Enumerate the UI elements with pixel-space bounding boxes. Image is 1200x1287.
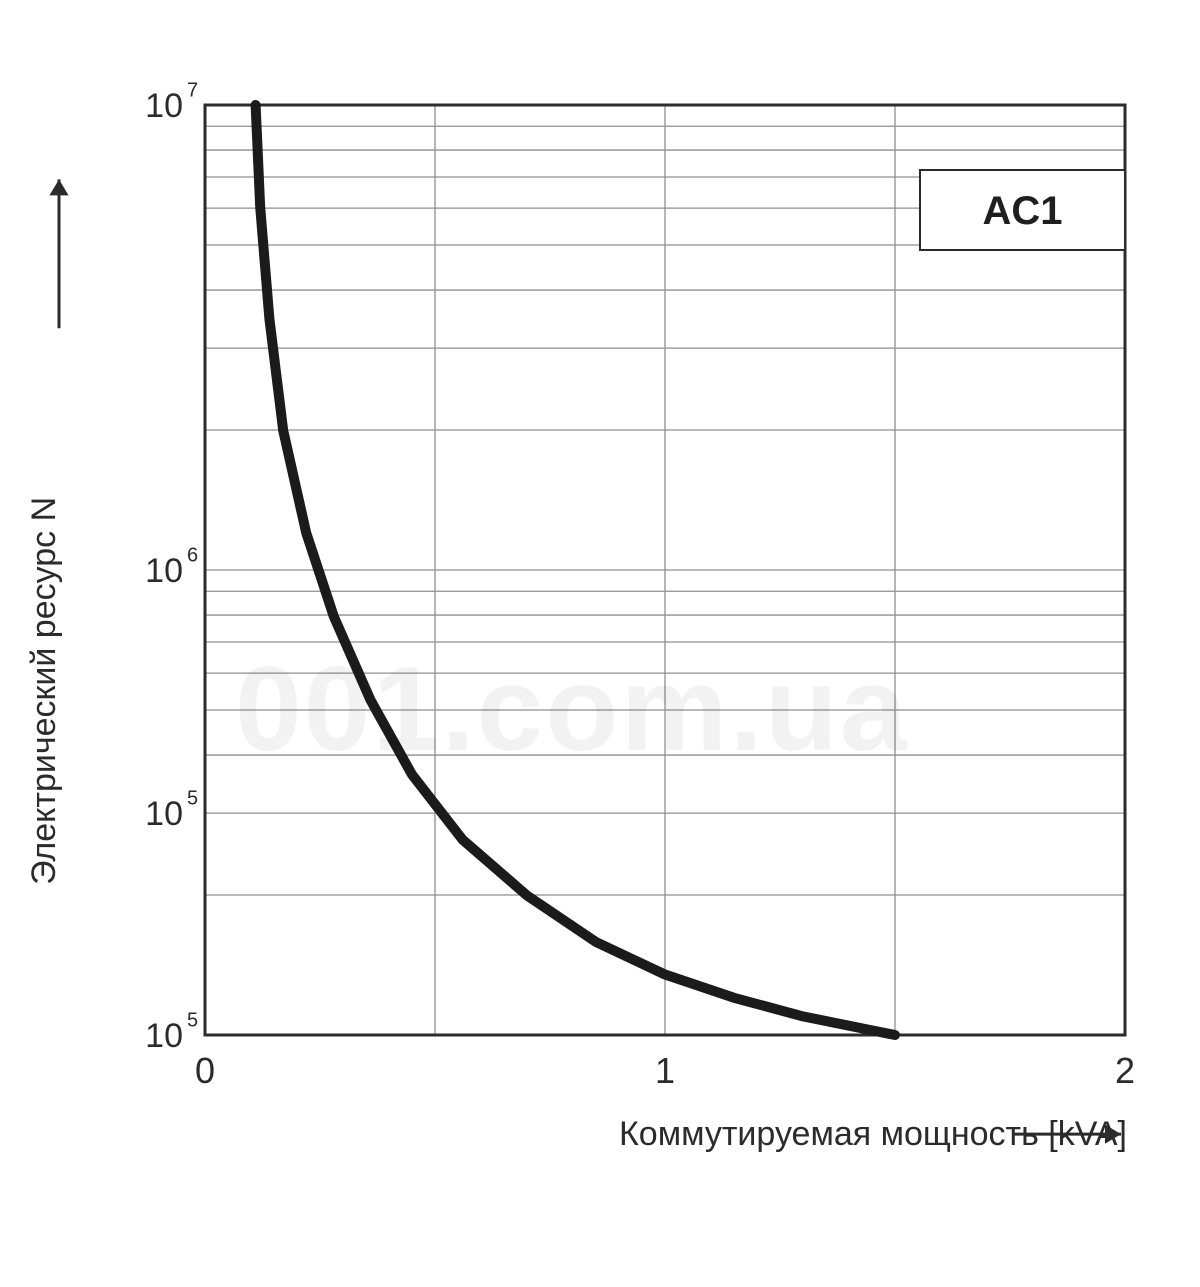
svg-text:6: 6: [187, 545, 198, 567]
svg-text:5: 5: [187, 788, 198, 810]
svg-text:5: 5: [187, 1010, 198, 1032]
x-tick-label: 1: [655, 1050, 675, 1091]
y-axis-label: Электрический ресурс N: [25, 497, 63, 885]
svg-text:7: 7: [187, 80, 198, 102]
chart-container: AC1012105105106107Коммутируемая мощность…: [0, 0, 1200, 1287]
x-tick-label: 0: [195, 1050, 215, 1091]
chart-svg: AC1012105105106107Коммутируемая мощность…: [0, 0, 1200, 1287]
svg-text:10: 10: [145, 552, 183, 590]
x-tick-label: 2: [1115, 1050, 1135, 1091]
svg-text:10: 10: [145, 87, 183, 125]
svg-text:10: 10: [145, 1017, 183, 1055]
series-label: AC1: [982, 189, 1062, 233]
svg-text:10: 10: [145, 795, 183, 833]
